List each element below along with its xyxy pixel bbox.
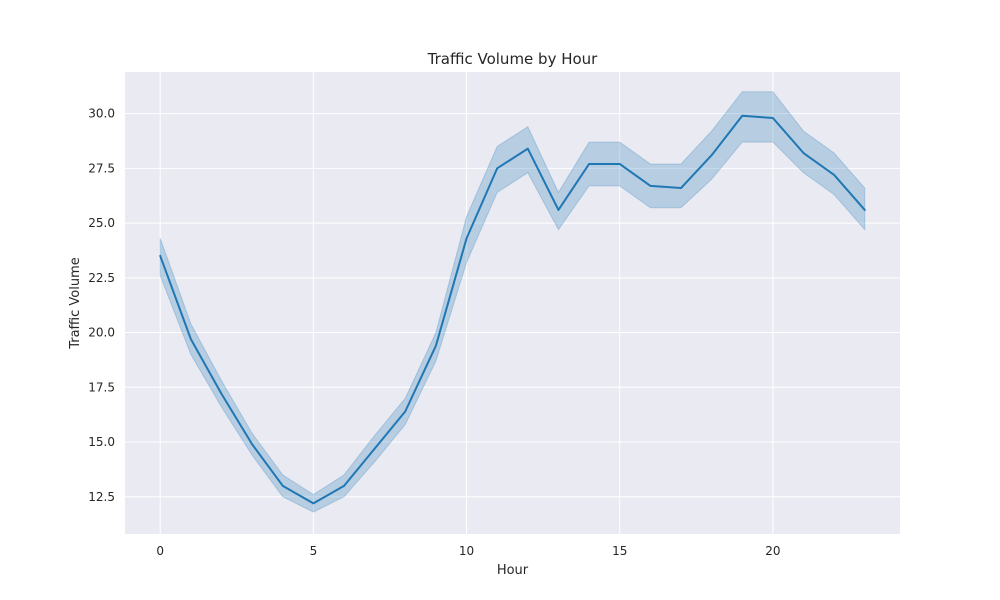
- x-tick-label: 20: [765, 544, 780, 558]
- y-tick-labels: 12.5 15.0 17.5 20.0 22.5 25.0 27.5 30.0: [88, 107, 115, 504]
- plot-area: [125, 72, 900, 534]
- confidence-band: [159, 91, 866, 513]
- x-tick-label: 10: [459, 544, 474, 558]
- y-tick-label: 30.0: [88, 107, 115, 121]
- y-tick-label: 22.5: [88, 271, 115, 285]
- x-axis-label: Hour: [497, 563, 529, 578]
- x-tick-label: 15: [612, 544, 627, 558]
- grid-lines: [125, 72, 900, 534]
- x-tick-label: 5: [310, 544, 318, 558]
- x-tick-labels: 0 5 10 15 20: [156, 544, 780, 558]
- series-line: [159, 114, 866, 505]
- y-tick-label: 12.5: [88, 490, 115, 504]
- confidence-band-group: [159, 91, 866, 513]
- x-tick-label: 0: [156, 544, 164, 558]
- series-line-group: [159, 114, 866, 505]
- y-tick-label: 15.0: [88, 435, 115, 449]
- chart-title: Traffic Volume by Hour: [427, 50, 599, 68]
- y-tick-label: 20.0: [88, 326, 115, 340]
- y-tick-label: 17.5: [88, 380, 115, 394]
- y-tick-label: 25.0: [88, 216, 115, 230]
- y-tick-label: 27.5: [88, 161, 115, 175]
- y-axis-label: Traffic Volume: [68, 257, 83, 350]
